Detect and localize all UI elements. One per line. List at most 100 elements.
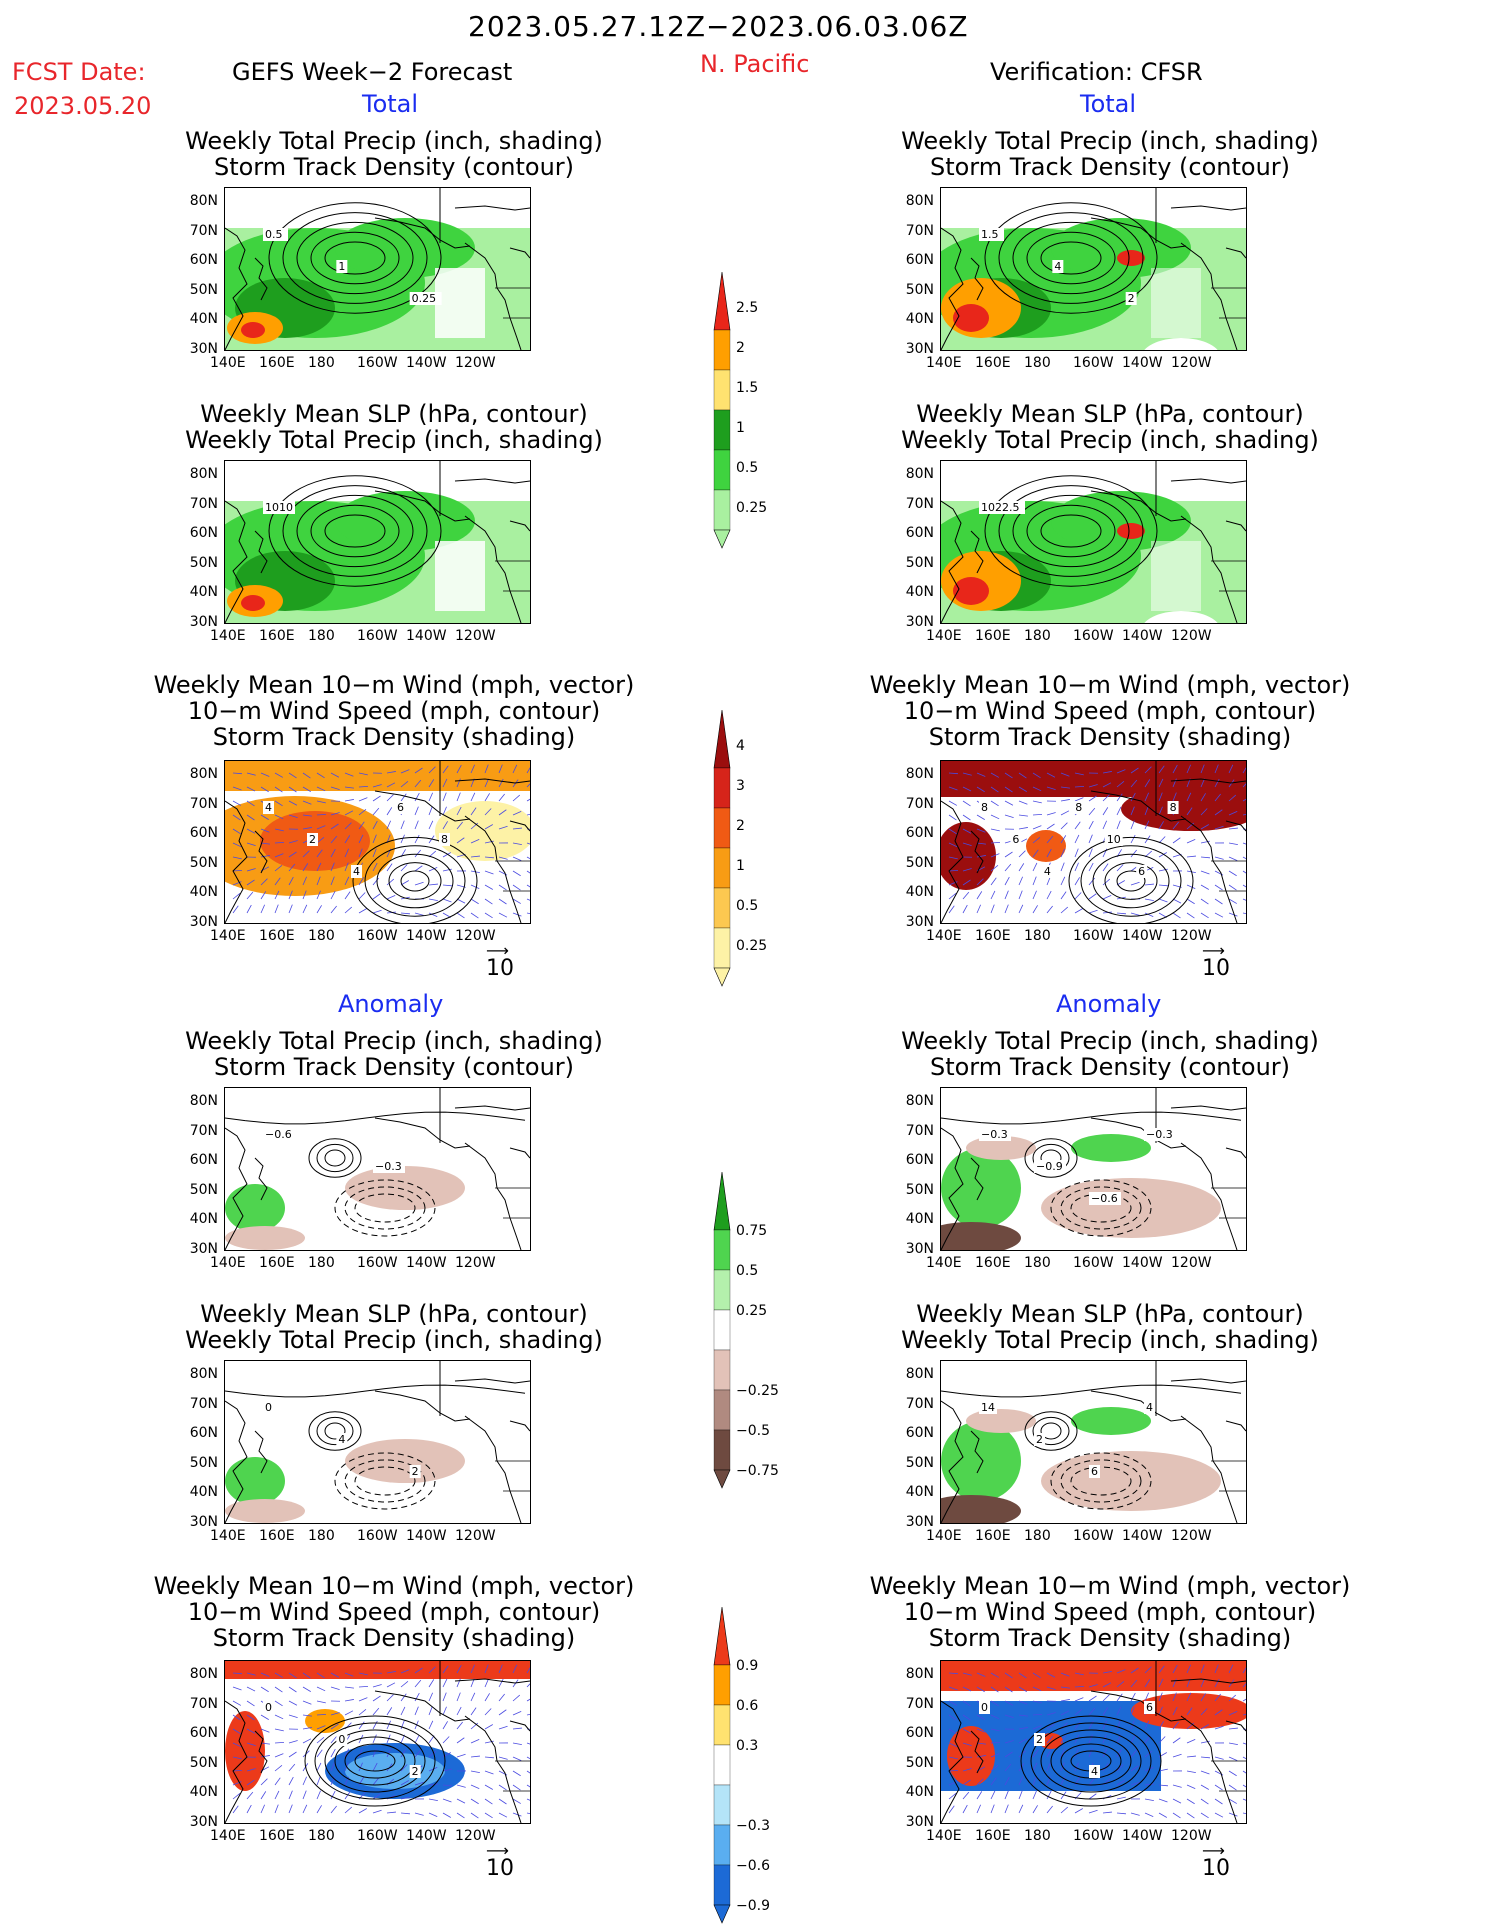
wind-vector (232, 1769, 243, 1772)
wind-vector (1214, 1693, 1221, 1702)
wind-vector (498, 793, 505, 802)
precip-anom-dry (941, 1222, 1021, 1250)
wind-vector (232, 1781, 242, 1786)
coastline (941, 227, 964, 350)
vector-reference-value: 10 (1202, 1856, 1230, 1881)
wind-vector (260, 828, 270, 833)
wind-vector (442, 884, 452, 887)
wind-vector (246, 1779, 255, 1786)
contour-label: 6 (1146, 1701, 1153, 1714)
lon-tick-label: 140E (926, 628, 962, 644)
panel-verification-map: 0 2 4 6 (940, 1660, 1247, 1824)
lon-tick-label: 160E (259, 355, 295, 371)
lat-tick-label: 50N (189, 1754, 218, 1771)
wind-vector (962, 904, 968, 914)
wind-vector (288, 1714, 298, 1719)
wind-vector (470, 898, 479, 905)
wind-vector (316, 772, 325, 779)
wind-vector (962, 800, 971, 807)
panel-title-line: Weekly Total Precip (inch, shading) (185, 127, 603, 155)
lat-tick-label: 70N (905, 1695, 934, 1712)
wind-vector (1088, 807, 1096, 816)
wind-vector (428, 1783, 438, 1786)
wind-vector (470, 1707, 477, 1716)
wind-vector (512, 810, 522, 816)
contour-label: 8 (981, 801, 988, 814)
wind-vector (962, 786, 972, 792)
fcst-date-value: 2023.05.20 (14, 92, 152, 120)
wind-vector (1158, 868, 1168, 872)
wind-vector (484, 912, 493, 919)
wind-vector (232, 828, 241, 835)
wind-vector (442, 852, 451, 858)
wind-vector (990, 1714, 1000, 1720)
contour-line-negative (334, 1179, 436, 1237)
precip-anom-wet (1071, 1407, 1151, 1435)
lat-tick-label: 80N (189, 1366, 218, 1382)
coastline (374, 1390, 471, 1422)
wind-vector (246, 904, 252, 914)
wind-vector (246, 828, 256, 834)
precip-shading-peak (953, 304, 989, 332)
wind-vector (1242, 798, 1246, 802)
wind-vector (232, 1714, 241, 1721)
wind-vector (1214, 764, 1219, 774)
dry-area (1144, 338, 1218, 350)
contour-label: 0 (338, 1733, 345, 1746)
wind-vector (456, 1753, 466, 1758)
wind-vector (470, 1812, 479, 1819)
wind-vector (976, 1755, 986, 1758)
wind-vector (526, 1698, 530, 1702)
contour-line (1026, 231, 1116, 285)
contour-label: 0 (265, 1401, 272, 1414)
wind-vector (1200, 1724, 1209, 1730)
precip-anom-dry (966, 1136, 1036, 1160)
colorbar-precip-total: 2.5 2 1.5 1 0.5 0.25 (713, 271, 767, 549)
wind-vector (274, 786, 283, 793)
wind-vector (260, 772, 270, 777)
wind-vector (526, 856, 530, 860)
wind-vector (302, 1738, 312, 1744)
lon-tick-label: 120W (1171, 1255, 1212, 1271)
wind-vector (1214, 1812, 1224, 1818)
wind-vector (484, 1664, 489, 1674)
colorbar-label: −0.25 (736, 1383, 779, 1399)
lat-tick-label: 80N (189, 193, 218, 209)
lon-tick-label: 180 (1024, 1255, 1051, 1271)
wind-vector (1130, 1667, 1139, 1674)
panel-verification-map: 1022.5 (940, 460, 1247, 624)
wind-vector (1046, 1748, 1052, 1758)
wind-vector (372, 1748, 377, 1758)
wind-vector (484, 1784, 494, 1790)
wind-vector (1116, 1680, 1125, 1688)
wind-vector (1214, 1798, 1223, 1805)
wind-vector (456, 1721, 463, 1730)
precip-anom-wet (941, 1421, 1021, 1501)
contour-label-bg (1010, 833, 1022, 846)
wind-vector (1144, 766, 1152, 774)
wind-vector (246, 1742, 256, 1747)
lon-tick-label: 160E (259, 628, 295, 644)
lon-tick-label: 140W (406, 1255, 447, 1271)
wind-vector (456, 1798, 466, 1804)
wind-vector (1242, 1698, 1246, 1702)
wind-vector (288, 786, 297, 793)
wind-vector (288, 851, 297, 858)
vector-reference-arrow: ⟶ (486, 1841, 509, 1860)
wind-vector (1046, 848, 1052, 858)
wind-vector (1102, 878, 1111, 886)
coastline (1225, 1147, 1246, 1159)
contour-line-negative (344, 1459, 426, 1503)
wind-vector (274, 772, 284, 778)
wind-vector (1158, 765, 1165, 774)
wind-vector (442, 1736, 450, 1744)
panel-title-line: 10−m Wind Speed (mph, contour) (187, 1598, 601, 1626)
wind-vector (948, 856, 958, 860)
wind-vector (344, 1776, 350, 1786)
coastline (970, 530, 984, 574)
wind-vector (1144, 1679, 1151, 1688)
wind-vector (288, 1686, 297, 1693)
contour-line (1040, 514, 1102, 548)
wind-vector (512, 1664, 518, 1674)
wind-vector (358, 1697, 368, 1702)
